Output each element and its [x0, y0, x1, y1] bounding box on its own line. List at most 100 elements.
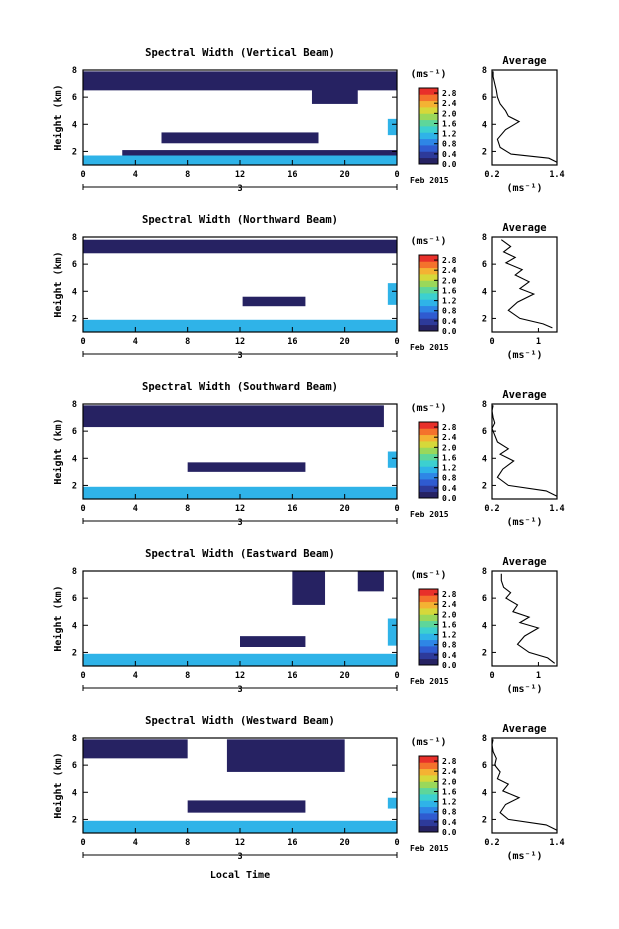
profile-title: Average [502, 556, 546, 568]
colorbar-swatch [419, 113, 438, 121]
colorbar-swatch [419, 756, 438, 763]
colorbar-tick-label: 1.6 [442, 286, 457, 295]
colorbar-swatch [419, 107, 438, 114]
colorbar-swatch [419, 658, 438, 666]
colorbar-swatch [419, 138, 438, 146]
y-axis-label: Height (km) [52, 585, 64, 651]
profile-title: Average [502, 55, 546, 67]
colorbar-tick-label: 1.2 [442, 798, 457, 807]
x-tick-label: 8 [185, 671, 190, 681]
colorbar-swatch [419, 88, 438, 95]
profile-y-tick-label: 8 [482, 734, 487, 744]
colorbar-swatch [419, 157, 438, 165]
x-tick-label: 8 [185, 337, 190, 347]
colorbar-swatch [419, 126, 438, 133]
colorbar-unit-label: (ms⁻¹) [410, 236, 446, 247]
colorbar-swatch [419, 453, 438, 461]
y-tick-label: 4 [72, 788, 77, 798]
panel-title: Spectral Width (Westward Beam) [145, 715, 335, 727]
colorbar-tick-label: 0.8 [442, 641, 457, 650]
x-tick-label: 4 [133, 838, 138, 848]
colorbar-swatch [419, 318, 438, 326]
profile-x-tick-label: 1.4 [549, 838, 564, 848]
y-tick-label: 2 [72, 648, 77, 658]
colorbar-swatch [419, 589, 438, 596]
colorbar-tick-label: 1.2 [442, 464, 457, 473]
heatmap-region [226, 739, 345, 772]
profile-y-tick-label: 6 [482, 761, 487, 771]
colorbar-tick-label: 2.4 [442, 600, 457, 609]
date-month-label: Feb 2015 [410, 343, 449, 352]
heatmap-region [387, 451, 397, 468]
x-tick-label: 0 [394, 504, 399, 514]
profile-x-axis-label: (ms⁻¹) [506, 517, 542, 528]
colorbar [419, 756, 438, 833]
colorbar-swatch [419, 100, 438, 108]
colorbar-tick-label: 0.4 [442, 150, 457, 159]
heatmap-region [83, 820, 397, 833]
colorbar-swatch [419, 267, 438, 275]
colorbar-swatch [419, 472, 438, 480]
colorbar-tick-label: 0.0 [442, 828, 457, 837]
profile-y-tick-label: 4 [482, 120, 487, 130]
colorbar-tick-label: 2.4 [442, 99, 457, 108]
x-tick-label: 12 [235, 337, 245, 347]
y-tick-label: 4 [72, 621, 77, 631]
x-tick-label: 0 [80, 504, 85, 514]
y-tick-label: 2 [72, 314, 77, 324]
colorbar [419, 589, 438, 666]
colorbar-tick-label: 1.6 [442, 620, 457, 629]
x-tick-label: 8 [185, 838, 190, 848]
colorbar-tick-label: 2.0 [442, 777, 457, 786]
y-tick-label: 2 [72, 481, 77, 491]
panel-3: Spectral Width (Southward Beam) 2 4 6 8 Heigh… [52, 381, 565, 528]
profile-y-tick-label: 6 [482, 93, 487, 103]
colorbar [419, 422, 438, 499]
heatmap-frame [82, 570, 398, 667]
profile-frame [491, 236, 558, 333]
y-tick-label: 6 [72, 594, 77, 604]
colorbar-swatch [419, 806, 438, 814]
profile-y-tick-label: 8 [482, 233, 487, 243]
colorbar-swatch [419, 601, 438, 609]
colorbar-swatch [419, 646, 438, 653]
x-tick-label: 4 [133, 337, 138, 347]
colorbar-frame [418, 755, 439, 833]
date-month-label: Feb 2015 [410, 844, 449, 853]
date-month-label: Feb 2015 [410, 176, 449, 185]
panel-5: Spectral Width (Westward Beam) 2 4 6 8 Height… [52, 715, 565, 862]
profile-frame [491, 737, 558, 834]
colorbar-frame [418, 87, 439, 165]
profile-x-tick-label: 1.4 [549, 504, 564, 514]
colorbar-frame [418, 421, 439, 499]
panel-title: Spectral Width (Southward Beam) [142, 381, 338, 393]
x-tick-label: 4 [133, 671, 138, 681]
colorbar [419, 88, 438, 165]
profile-line [492, 71, 558, 163]
y-tick-label: 8 [72, 66, 77, 76]
colorbar-swatch [419, 305, 438, 313]
colorbar-swatch [419, 428, 438, 436]
colorbar-frame [418, 254, 439, 332]
colorbar-unit-label: (ms⁻¹) [410, 570, 446, 581]
profile-x-axis-label: (ms⁻¹) [506, 851, 542, 862]
colorbar-tick-label: 2.4 [442, 767, 457, 776]
x-tick-label: 0 [394, 838, 399, 848]
heatmap-region [83, 739, 188, 759]
colorbar-swatch [419, 312, 438, 319]
colorbar-tick-label: 1.6 [442, 453, 457, 462]
colorbar-swatch [419, 775, 438, 782]
heatmap-region [83, 486, 397, 499]
profile-x-tick-label: 1 [536, 671, 541, 681]
colorbar-swatch [419, 466, 438, 474]
x-tick-label: 0 [80, 671, 85, 681]
y-tick-label: 6 [72, 93, 77, 103]
x-tick-label: 16 [287, 170, 297, 180]
colorbar-swatch [419, 639, 438, 647]
colorbar-swatch [419, 800, 438, 808]
profile-y-tick-label: 4 [482, 621, 487, 631]
y-tick-label: 2 [72, 147, 77, 157]
date-day-label: 3 [237, 184, 242, 194]
profile-x-tick-label: 0.2 [484, 170, 499, 180]
y-tick-label: 4 [72, 287, 77, 297]
